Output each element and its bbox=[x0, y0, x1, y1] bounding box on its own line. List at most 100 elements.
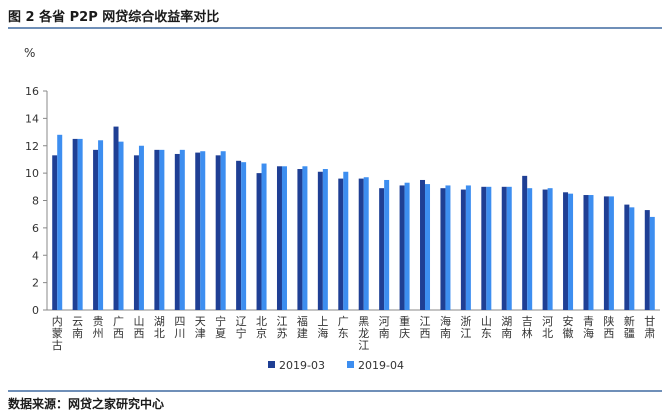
bar bbox=[297, 169, 303, 310]
bar bbox=[195, 152, 201, 310]
bar bbox=[236, 160, 242, 310]
x-category-label: 肃 bbox=[644, 327, 655, 340]
bar bbox=[481, 186, 487, 310]
legend-swatch bbox=[268, 361, 275, 368]
bar bbox=[154, 149, 160, 310]
y-tick-label: 4 bbox=[32, 249, 39, 262]
bar bbox=[460, 189, 466, 310]
bar bbox=[440, 188, 446, 310]
bar bbox=[583, 195, 589, 310]
x-category-label: 疆 bbox=[624, 327, 635, 340]
bar bbox=[133, 155, 139, 310]
x-category-label: 内 bbox=[52, 314, 63, 328]
bar bbox=[608, 196, 614, 310]
y-tick-label: 2 bbox=[32, 277, 39, 290]
x-category-label: 东 bbox=[481, 327, 492, 340]
x-category-label: 南 bbox=[440, 327, 451, 340]
bar bbox=[72, 138, 78, 310]
x-category-label: 西 bbox=[420, 327, 431, 340]
x-category-label: 甘 bbox=[644, 315, 655, 328]
y-tick-label: 8 bbox=[32, 195, 39, 208]
x-category-label: 古 bbox=[52, 339, 63, 352]
bar bbox=[256, 173, 262, 310]
bar bbox=[465, 185, 471, 310]
bar bbox=[52, 155, 58, 310]
bar bbox=[98, 140, 104, 310]
bar bbox=[644, 210, 650, 310]
y-tick-label: 16 bbox=[25, 85, 39, 98]
x-category-label: 南 bbox=[72, 327, 83, 340]
bar bbox=[281, 166, 287, 310]
x-category-label: 西 bbox=[133, 327, 144, 340]
bar bbox=[399, 185, 405, 310]
y-unit-label: % bbox=[24, 46, 36, 60]
legend-label: 2019-03 bbox=[279, 359, 325, 372]
bar bbox=[200, 151, 206, 310]
x-category-label: 广 bbox=[113, 315, 124, 328]
x-category-label: 西 bbox=[113, 327, 124, 340]
bar bbox=[624, 204, 630, 310]
x-category-label: 建 bbox=[297, 326, 308, 340]
x-category-label: 海 bbox=[440, 314, 451, 328]
y-tick-label: 14 bbox=[25, 112, 39, 125]
bar bbox=[420, 179, 426, 310]
bar bbox=[563, 192, 569, 310]
bar bbox=[404, 182, 410, 310]
bar bbox=[138, 145, 144, 310]
x-category-label: 州 bbox=[93, 327, 104, 340]
x-category-label: 河 bbox=[542, 315, 553, 328]
x-category-label: 北 bbox=[542, 327, 553, 340]
bar bbox=[501, 186, 507, 310]
x-category-label: 林 bbox=[522, 326, 533, 340]
bar bbox=[261, 163, 267, 310]
x-category-label: 重 bbox=[399, 314, 410, 328]
y-tick-label: 0 bbox=[32, 304, 39, 317]
x-category-label: 东 bbox=[338, 327, 349, 340]
bar bbox=[425, 184, 431, 310]
figure-title: 图 2 各省 P2P 网贷综合收益率对比 bbox=[8, 10, 220, 25]
x-category-label: 庆 bbox=[399, 326, 410, 340]
x-category-label: 青 bbox=[583, 315, 594, 328]
bar bbox=[542, 189, 548, 310]
x-category-label: 宁 bbox=[215, 314, 226, 328]
bar bbox=[159, 149, 165, 310]
bar bbox=[445, 185, 451, 310]
x-category-label: 江 bbox=[276, 315, 287, 328]
bar bbox=[358, 178, 364, 310]
y-tick-label: 12 bbox=[25, 140, 39, 153]
bar bbox=[338, 178, 344, 310]
bar bbox=[568, 193, 574, 310]
legend-label: 2019-04 bbox=[358, 359, 404, 372]
x-category-label: 福 bbox=[297, 314, 308, 328]
x-category-label: 北 bbox=[154, 327, 165, 340]
bar bbox=[57, 134, 63, 310]
x-category-label: 京 bbox=[256, 326, 267, 340]
bar bbox=[522, 175, 528, 310]
x-category-label: 苏 bbox=[276, 327, 287, 340]
x-category-label: 陕 bbox=[603, 314, 614, 328]
bar bbox=[343, 171, 349, 310]
x-category-label: 安 bbox=[563, 314, 574, 328]
bar bbox=[588, 195, 594, 310]
title-rule bbox=[8, 27, 662, 29]
bar bbox=[220, 151, 226, 310]
x-category-label: 西 bbox=[603, 327, 614, 340]
x-category-label: 山 bbox=[481, 315, 492, 328]
x-category-label: 蒙 bbox=[52, 327, 63, 340]
x-category-label: 徽 bbox=[563, 326, 574, 340]
x-category-label: 山 bbox=[133, 315, 144, 328]
bar bbox=[276, 166, 282, 310]
bar bbox=[317, 171, 323, 310]
bar bbox=[506, 186, 512, 310]
x-category-label: 南 bbox=[379, 327, 390, 340]
x-category-label: 广 bbox=[338, 315, 349, 328]
x-category-label: 夏 bbox=[215, 327, 226, 340]
bar bbox=[547, 188, 553, 310]
bar bbox=[629, 207, 635, 310]
x-category-label: 海 bbox=[317, 326, 328, 340]
bar bbox=[649, 216, 655, 310]
bar bbox=[603, 196, 609, 310]
source-note: 数据来源：网贷之家研究中心 bbox=[8, 397, 165, 411]
bar bbox=[118, 141, 124, 310]
source-rule bbox=[8, 390, 662, 392]
